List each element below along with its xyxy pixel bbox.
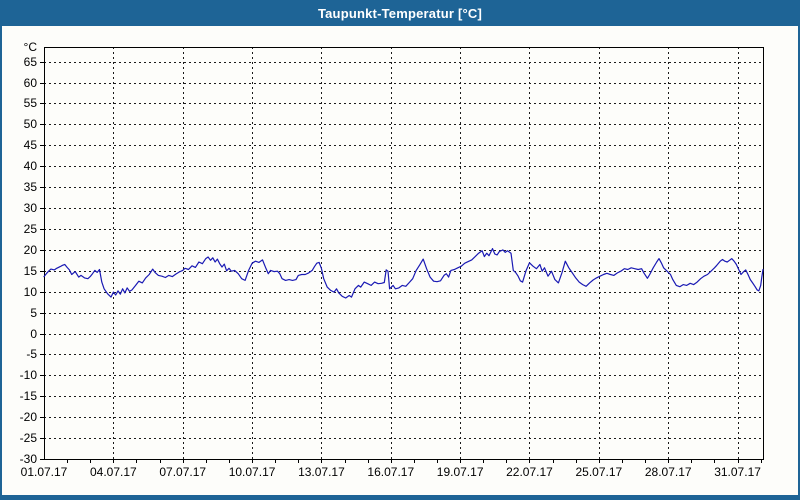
y-tick-label: 10: [24, 285, 38, 299]
y-unit-label: °C: [24, 40, 38, 54]
y-tick-label: -15: [20, 389, 38, 403]
series-line: [43, 248, 764, 299]
x-tick-label: 22.07.17: [506, 465, 553, 479]
y-tick-label: 45: [24, 138, 38, 152]
y-tick-label: 60: [24, 76, 38, 90]
y-tick-label: -20: [20, 410, 38, 424]
y-tick-label: 50: [24, 117, 38, 131]
x-tick-label: 10.07.17: [229, 465, 276, 479]
y-tick-label: 40: [24, 159, 38, 173]
title-bar: Taupunkt-Temperatur [°C]: [0, 0, 800, 26]
y-tick-label: 25: [24, 222, 38, 236]
x-tick-label: 25.07.17: [575, 465, 622, 479]
x-tick-label: 28.07.17: [645, 465, 692, 479]
x-tick-label: 19.07.17: [437, 465, 484, 479]
y-tick-label: 65: [24, 55, 38, 69]
x-tick-label: 13.07.17: [298, 465, 345, 479]
y-tick-label: 55: [24, 96, 38, 110]
y-tick-label: -30: [20, 452, 38, 466]
y-tick-label: 5: [30, 306, 37, 320]
y-tick-label: -10: [20, 368, 38, 382]
x-tick-label: 04.07.17: [90, 465, 137, 479]
x-tick-label: 31.07.17: [714, 465, 761, 479]
y-tick-label: -25: [20, 431, 38, 445]
x-tick-label: 01.07.17: [21, 465, 68, 479]
y-tick-label: 15: [24, 264, 38, 278]
x-tick-label: 07.07.17: [159, 465, 206, 479]
y-tick-label: 35: [24, 180, 38, 194]
plot-border: [44, 47, 764, 460]
x-tick-label: 16.07.17: [367, 465, 414, 479]
y-tick-label: 30: [24, 201, 38, 215]
y-tick-label: -5: [26, 347, 37, 361]
y-tick-label: 20: [24, 243, 38, 257]
y-tick-label: 0: [30, 327, 37, 341]
page-title: Taupunkt-Temperatur [°C]: [317, 5, 483, 21]
